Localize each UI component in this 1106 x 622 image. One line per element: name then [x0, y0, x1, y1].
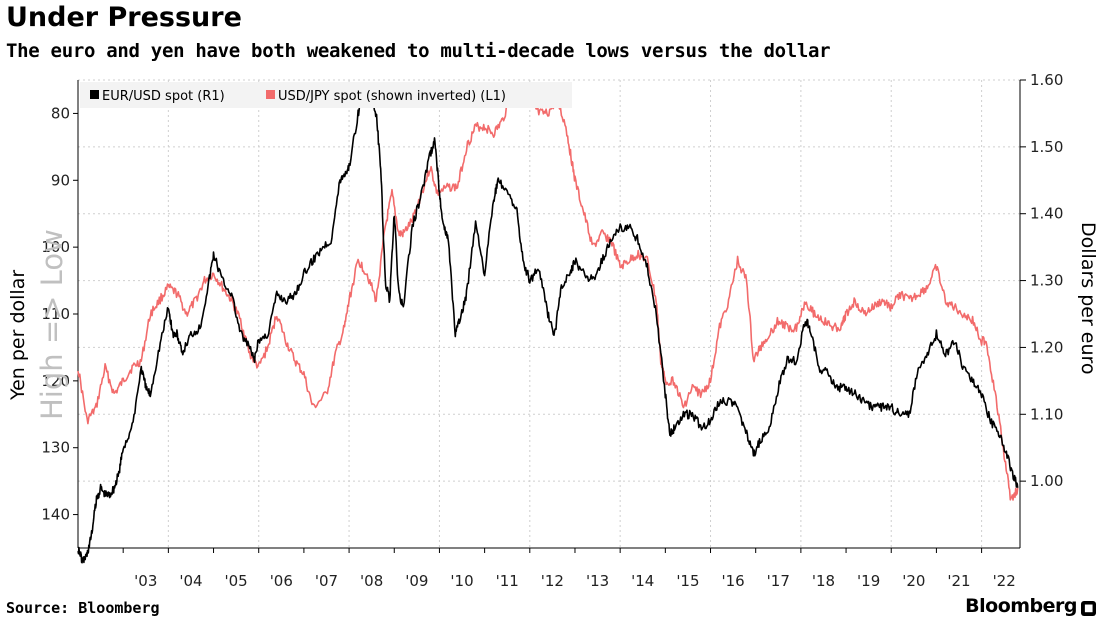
- x-tick-label: '10: [450, 572, 473, 590]
- right-tick-label: 1.60: [1030, 71, 1063, 89]
- left-tick-label: 110: [41, 305, 70, 323]
- x-tick-label: '06: [270, 572, 293, 590]
- right-tick-label: 1.50: [1030, 138, 1063, 156]
- series-line-usdjpy: [77, 90, 1019, 501]
- x-tick-label: '07: [315, 572, 338, 590]
- bloomberg-logo: Bloomberg ■: [965, 595, 1096, 617]
- x-tick-label: '03: [134, 572, 157, 590]
- legend: EUR/USD spot (R1) USD/JPY spot (shown in…: [80, 82, 572, 108]
- axes: 1.60 1.50 1.40 1.30 1.20 1.10 1.00 80 90 100 110 12…: [41, 71, 1063, 590]
- legend-label-eur: EUR/USD spot (R1): [102, 89, 225, 104]
- right-axis-label: Dollars per euro: [1077, 222, 1099, 375]
- x-tick-label: '17: [767, 572, 790, 590]
- right-tick-label: 1.40: [1030, 205, 1063, 223]
- x-tick-label: '05: [225, 572, 248, 590]
- legend-swatch-jpy: [266, 90, 275, 99]
- x-tick-label: '11: [496, 572, 519, 590]
- left-tick-label: 120: [41, 372, 70, 390]
- left-tick-label: 130: [41, 439, 70, 457]
- left-tick-label: 80: [51, 104, 70, 122]
- left-tick-label: 90: [51, 171, 70, 189]
- series-line-eurusd: [77, 89, 1019, 564]
- x-tick-label: '20: [902, 572, 925, 590]
- right-tick-label: 1.00: [1030, 472, 1063, 490]
- x-tick-label: '15: [676, 572, 699, 590]
- x-tick-label: '22: [993, 572, 1016, 590]
- legend-label-jpy: USD/JPY spot (shown inverted) (L1): [278, 89, 506, 104]
- gridlines: [78, 79, 1020, 548]
- legend-background: [80, 82, 572, 108]
- x-tick-label: '08: [360, 572, 383, 590]
- chart-title: Under Pressure: [6, 2, 242, 33]
- x-tick-label: '12: [541, 572, 564, 590]
- x-tick-label: '09: [405, 572, 428, 590]
- x-tick-label: '13: [586, 572, 609, 590]
- left-axis-annotation: High => Low: [35, 229, 69, 420]
- x-tick-label: '04: [179, 572, 202, 590]
- bloomberg-terminal-icon: ■: [1081, 601, 1096, 616]
- right-tick-label: 1.20: [1030, 338, 1063, 356]
- x-tick-label: '14: [631, 572, 654, 590]
- left-tick-label: 140: [41, 506, 70, 524]
- brand-text: Bloomberg: [965, 595, 1077, 617]
- chart-subtitle: The euro and yen have both weakened to m…: [6, 40, 831, 62]
- left-tick-label: 100: [41, 238, 70, 256]
- x-tick-label: '18: [812, 572, 835, 590]
- series-lines: [77, 89, 1019, 564]
- x-tick-label: '19: [857, 572, 880, 590]
- x-tick-label: '21: [947, 572, 970, 590]
- left-axis-label: Yen per dollar: [7, 270, 29, 401]
- right-tick-label: 1.10: [1030, 405, 1063, 423]
- legend-swatch-eur: [90, 90, 99, 99]
- x-tick-label: '16: [721, 572, 744, 590]
- right-tick-label: 1.30: [1030, 272, 1063, 290]
- source-note: Source: Bloomberg: [6, 599, 160, 617]
